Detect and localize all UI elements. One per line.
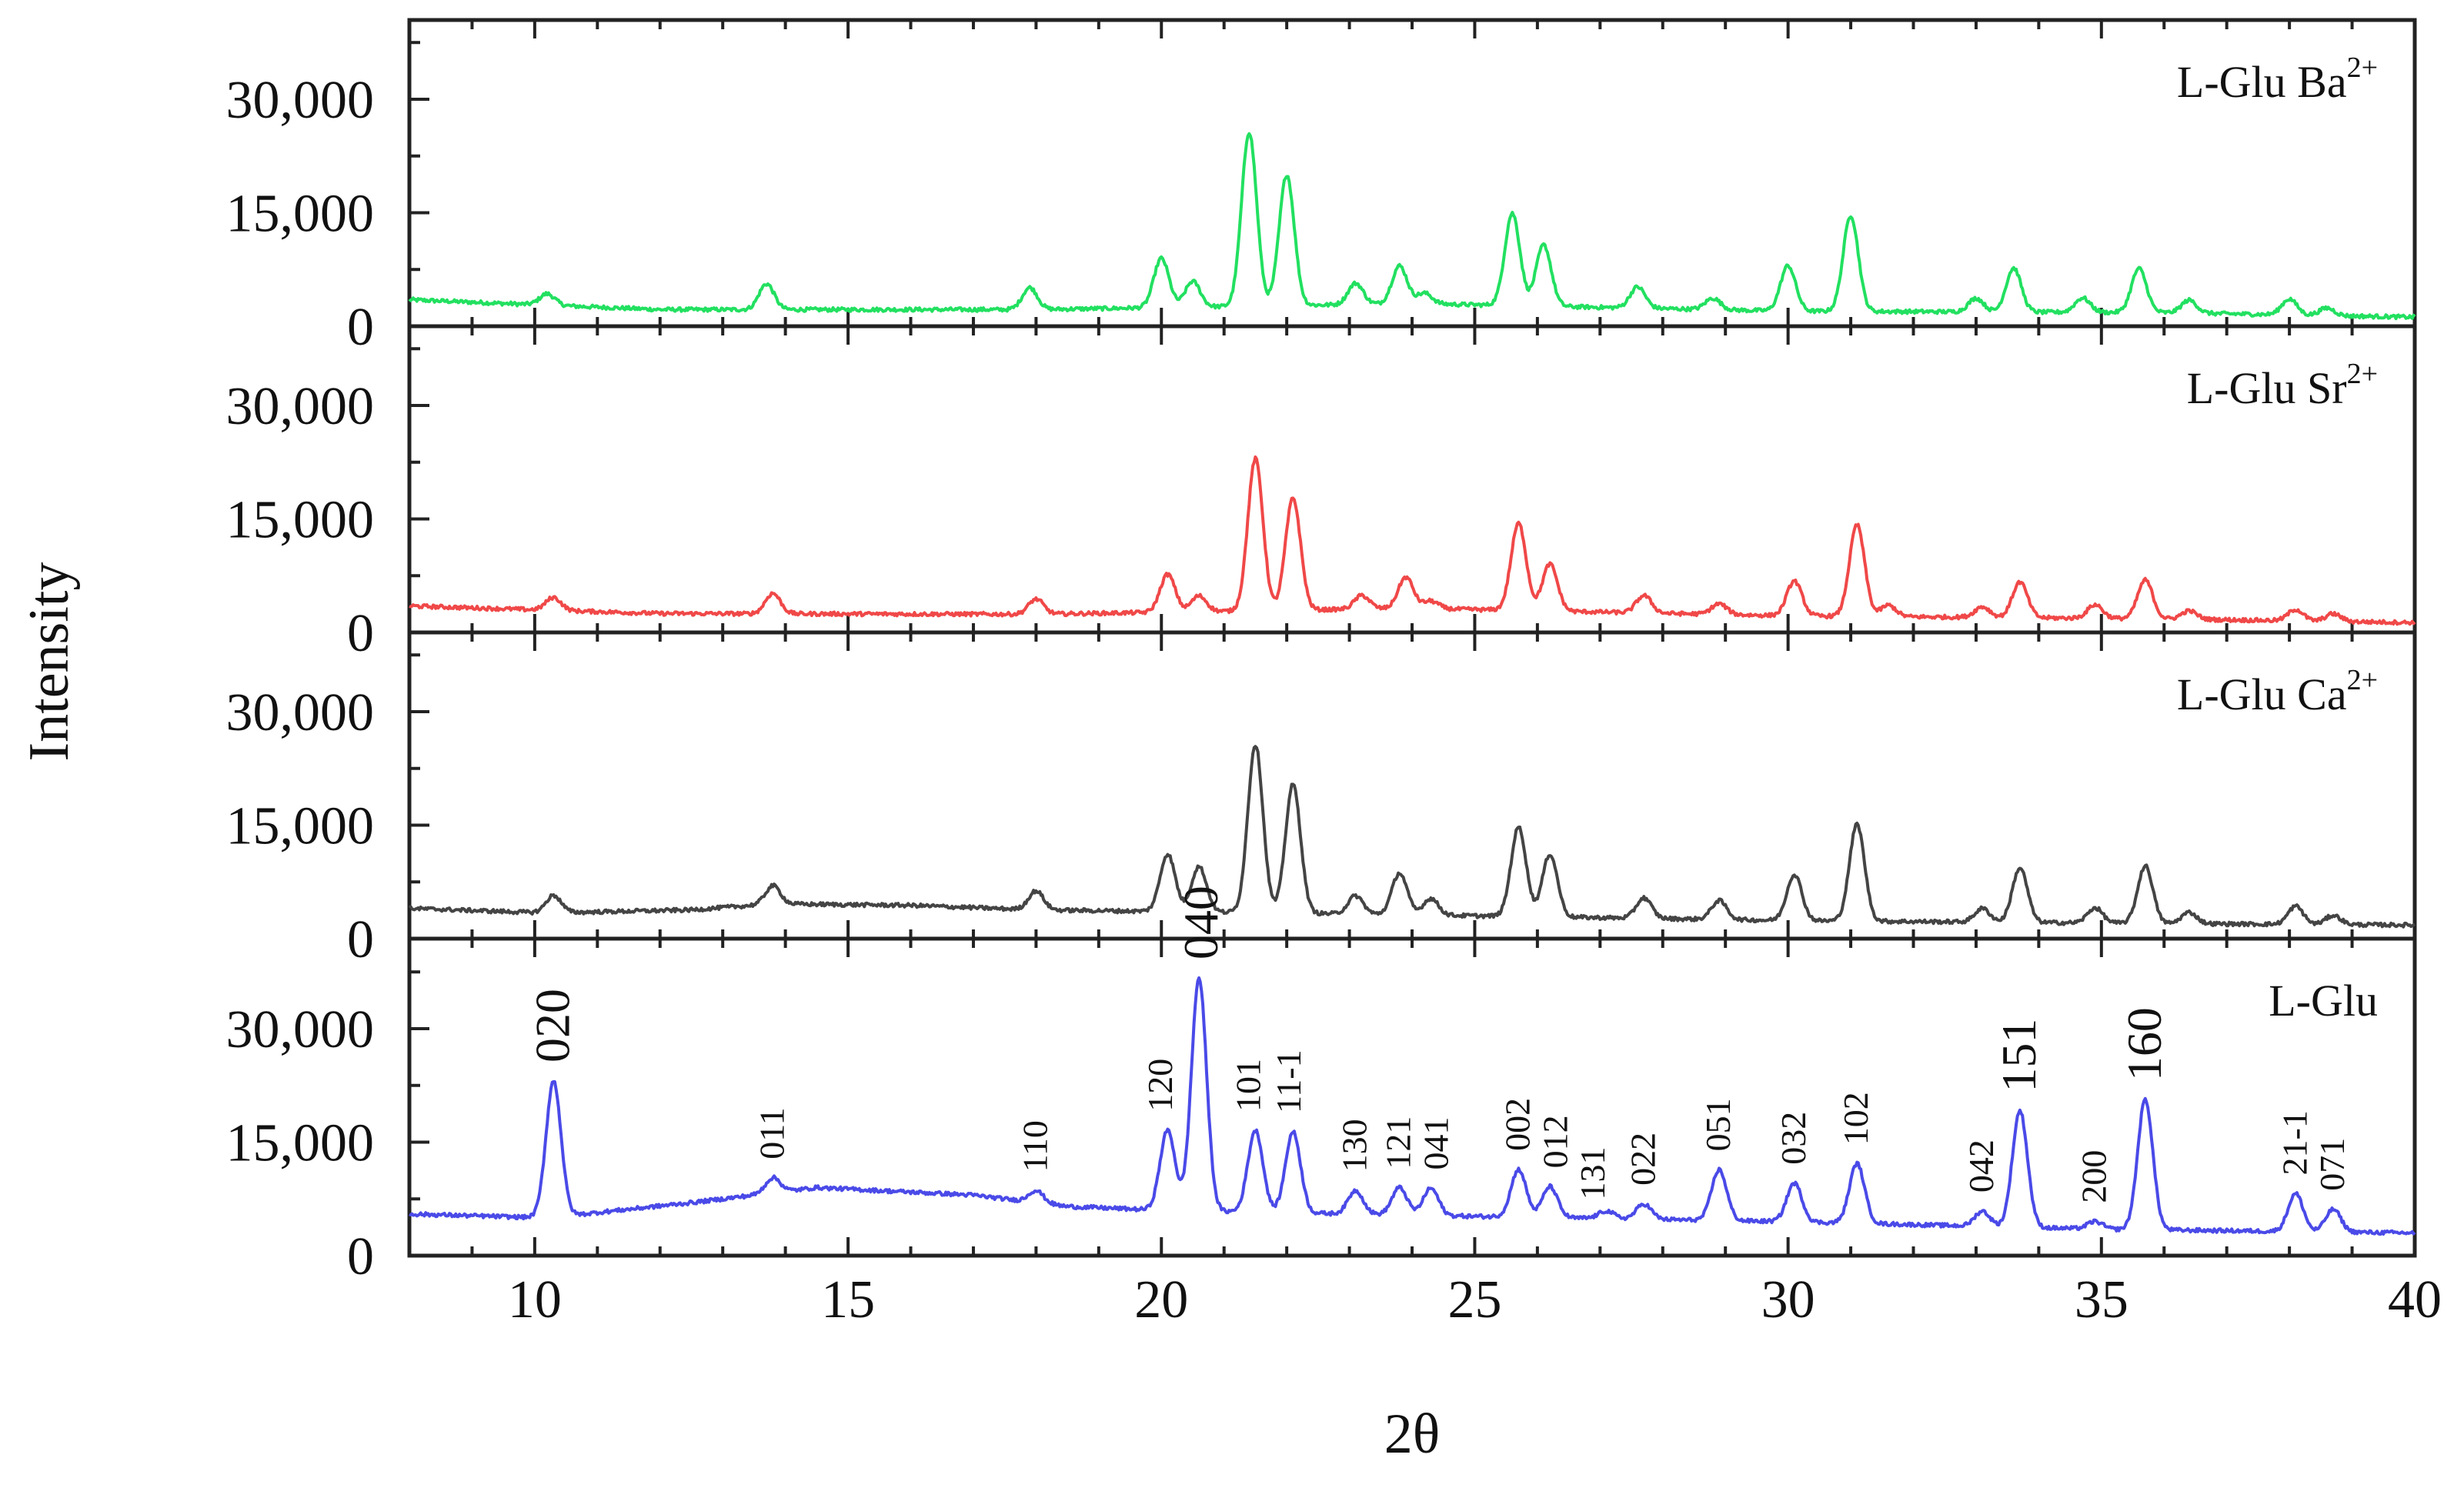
hkl-label: 131: [1573, 1146, 1612, 1199]
hkl-label: 032: [1774, 1112, 1813, 1165]
sample-label: L-Glu: [2269, 976, 2378, 1026]
sample-label: L-Glu Sr2+: [2187, 358, 2378, 413]
y-axis-title: Intensity: [18, 562, 81, 762]
hkl-label: 160: [2117, 1007, 2172, 1081]
hkl-label: 022: [1623, 1133, 1662, 1186]
sample-label: L-Glu Ba2+: [2177, 52, 2378, 107]
hkl-label: 011: [752, 1107, 791, 1159]
x-tick-label: 10: [508, 1270, 562, 1330]
y-tick-label: 15,000: [226, 491, 375, 550]
series-line: [409, 976, 2416, 1236]
hkl-label: 012: [1535, 1115, 1574, 1168]
x-tick-label: 20: [1134, 1270, 1188, 1330]
hkl-label: 102: [1836, 1092, 1875, 1145]
hkl-label: 11-1: [1269, 1049, 1308, 1113]
y-tick-label: 30,000: [226, 1000, 375, 1059]
y-tick-label: 15,000: [226, 797, 375, 856]
x-tick-label: 15: [821, 1270, 875, 1330]
y-tick-label: 0: [347, 910, 374, 969]
y-tick-label: 15,000: [226, 185, 375, 244]
panel-frame: [407, 630, 2417, 941]
y-tick-label: 15,000: [226, 1114, 375, 1173]
panel-1: 0 15,000 30,000 L-Glu Sr2+: [226, 324, 2417, 663]
sample-label-superscript: 2+: [2347, 664, 2378, 696]
hkl-label: 002: [1497, 1098, 1537, 1151]
x-tick-label: 30: [1761, 1270, 1815, 1330]
panel-frame: [407, 18, 2417, 329]
hkl-label: 200: [2075, 1150, 2114, 1203]
sample-label: L-Glu Ca2+: [2177, 664, 2378, 719]
hkl-label: 21-1: [2275, 1110, 2314, 1175]
hkl-label: 042: [1962, 1139, 2001, 1193]
panel-3: 0 15,000 30,000 L-Glu 020 011 110 120 040 101 11-1…: [226, 886, 2417, 1286]
panel-0: 0 15,000 30,000 L-Glu Ba2+: [226, 18, 2417, 357]
sample-label-superscript: 2+: [2347, 358, 2378, 390]
hkl-label: 151: [1992, 1019, 2046, 1093]
x-tick-label: 25: [1447, 1270, 1501, 1330]
y-tick-label: 30,000: [226, 71, 375, 130]
x-axis-title: 2θ: [1384, 1403, 1440, 1466]
y-tick-label: 0: [347, 1227, 374, 1286]
series-line: [409, 455, 2416, 626]
hkl-label: 110: [1015, 1120, 1054, 1172]
hkl-label: 051: [1698, 1098, 1738, 1151]
x-tick-label: 35: [2075, 1270, 2128, 1330]
series-line: [408, 132, 2416, 321]
y-tick-label: 30,000: [226, 377, 375, 436]
x-tick-label: 40: [2388, 1270, 2442, 1330]
y-tick-label: 30,000: [226, 683, 375, 742]
y-tick-label: 0: [347, 298, 374, 357]
y-tick-label: 0: [347, 604, 374, 663]
sample-label-superscript: 2+: [2347, 52, 2378, 84]
series-line: [408, 745, 2416, 929]
hkl-label: 071: [2312, 1138, 2352, 1191]
hkl-label: 121: [1379, 1116, 1418, 1169]
hkl-label: 041: [1417, 1117, 1456, 1170]
hkl-label: 120: [1140, 1059, 1180, 1112]
hkl-label: 101: [1228, 1059, 1267, 1112]
hkl-label: 040: [1174, 886, 1228, 959]
hkl-label: 130: [1335, 1119, 1374, 1172]
hkl-label: 020: [525, 989, 579, 1063]
panel-2: 0 15,000 30,000 L-Glu Ca2+: [226, 630, 2417, 969]
